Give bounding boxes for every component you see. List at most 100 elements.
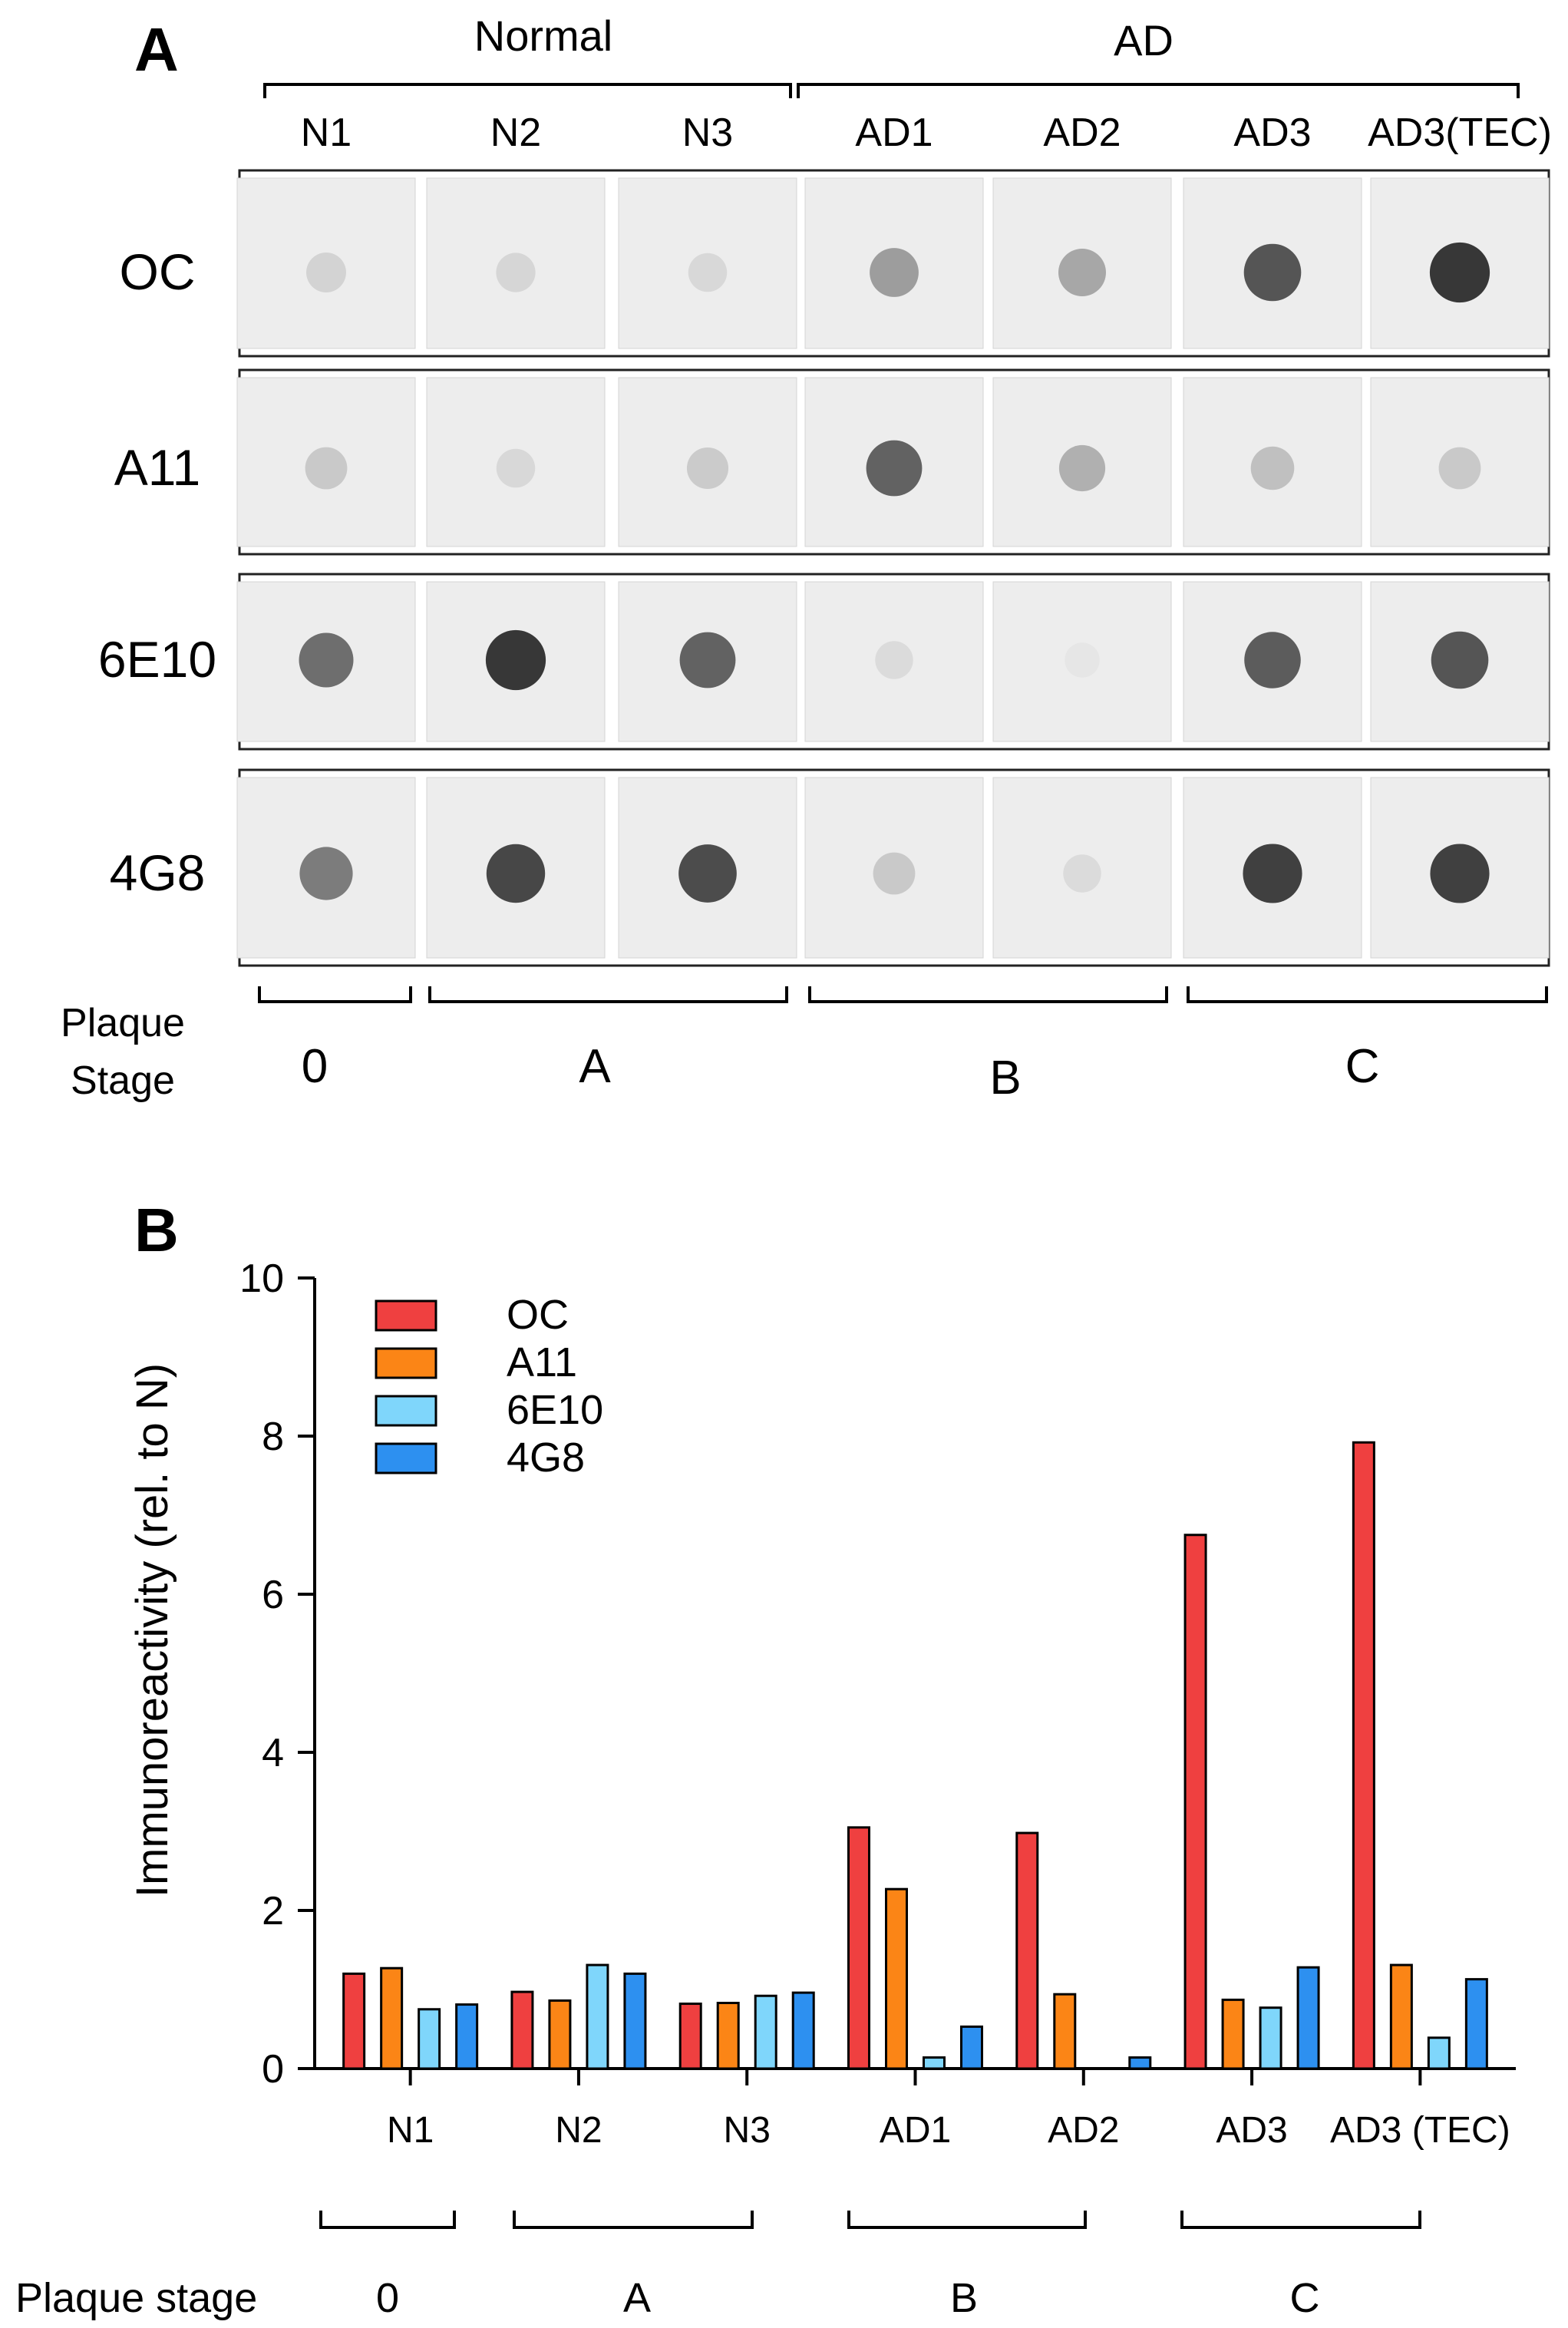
chart-axes: 0 2 4 6 8 10 [239,1256,1516,2092]
bar-a11-ad1 [885,1887,908,2070]
group-bracket-normal [263,83,792,98]
blot-dot-6e10-ad3-tec [1431,631,1489,689]
bar-a11-ad2 [1053,1993,1077,2070]
blot-dot-oc-n1 [306,253,346,292]
x-tick-label-ad3: AD3 [1216,2110,1287,2151]
bar-oc-ad3-tec [1352,1441,1375,2070]
bar-oc-ad2 [1015,1831,1039,2070]
antibody-labels: OC A11 6E10 4G8 [98,243,216,901]
blot-dot-a11-ad3 [1250,446,1295,490]
bar-a11-n1 [380,1966,404,2070]
x-tick-label-n3: N3 [724,2110,771,2151]
x-tick-label-ad1: AD1 [880,2110,951,2151]
y-tick-label-6: 6 [262,1573,284,1617]
legend-swatch-oc [375,1299,437,1332]
bar-4g8-n1 [455,2003,479,2070]
blot-dot-6e10-n2 [485,629,546,691]
y-axis-label: Immunoreactivity (rel. to N) [127,1363,177,1897]
bar-6e10-ad3 [1259,2006,1282,2070]
x-tick-label-ad2: AD2 [1048,2110,1119,2151]
stage-label-c: C [1345,1040,1380,1093]
blot-dot-6e10-ad1 [875,641,913,679]
y-tick-label-4: 4 [262,1731,284,1775]
blot-membrane-a11-n2 [426,377,606,547]
antibody-label-4g8: 4G8 [110,844,206,901]
blot-dot-a11-ad2 [1058,444,1106,492]
bar-6e10-ad3-tec [1427,2036,1451,2070]
sample-label-ad2: AD2 [1043,111,1121,155]
panel-a: A Normal AD N1 N2 N3 AD1 AD2 AD3 AD3(TEC) OC A1… [61,12,1552,1105]
stage-b-label-0: 0 [376,2275,399,2321]
blot-dot-6e10-n1 [299,632,354,688]
plaque-stage-brackets-b [319,2211,1421,2229]
blot-dot-oc-n2 [496,253,536,292]
blot-dot-a11-n1 [305,447,348,490]
x-tick-label-n1: N1 [387,2110,434,2151]
bar-4g8-ad1 [960,2025,983,2070]
blot-dot-6e10-n3 [679,632,736,688]
blot-dot-4g8-ad2 [1063,854,1101,893]
stage-b-label-a: A [623,2275,651,2321]
bar-4g8-ad3-tec [1464,1978,1488,2070]
blot-dot-4g8-n3 [678,844,737,903]
blot-row-oc [236,169,1550,358]
blot-dot-oc-ad3 [1243,243,1302,302]
bar-oc-n3 [678,2003,702,2070]
bar-6e10-n1 [418,2008,441,2070]
blot-membrane-oc-n1 [236,177,416,349]
antibody-label-a11: A11 [114,439,201,496]
panel-a-label: A [134,15,179,84]
blot-dot-a11-ad3-tec [1438,447,1481,490]
group-label-ad: AD [1114,16,1174,64]
blot-membrane-4g8-ad2 [992,777,1172,959]
blot-dot-oc-ad1 [870,248,919,297]
stage-b-label-b: B [950,2275,978,2321]
blot-dot-4g8-ad3-tec [1430,844,1490,903]
legend-label-6e10: 6E10 [507,1387,603,1433]
bar-a11-ad3-tec [1389,1963,1413,2070]
plaque-label-b: Plaque stage [15,2275,257,2321]
y-tick-label-2: 2 [262,1889,284,1933]
legend-swatch-4g8 [375,1442,437,1474]
blot-dot-4g8-ad3 [1243,844,1302,903]
stage-label-a: A [579,1040,611,1093]
blot-membrane-4g8-ad3-tec [1370,777,1550,959]
chart-bars [342,1441,1488,2070]
y-tick-label-8: 8 [262,1415,284,1459]
bar-6e10-n3 [754,1994,777,2070]
legend-label-oc: OC [507,1292,569,1338]
bar-4g8-ad2 [1128,2056,1152,2070]
stage-label-b: B [989,1052,1021,1105]
blot-row-a11 [236,368,1550,556]
blot-dot-4g8-n2 [486,844,546,903]
blot-membrane-oc-n3 [618,177,797,349]
stage-b-label-c: C [1290,2275,1320,2321]
blot-dot-6e10-ad3 [1244,632,1301,688]
bar-oc-n1 [342,1972,366,2070]
antibody-label-oc: OC [120,243,196,300]
panel-b-label: B [134,1196,179,1264]
blot-row-4g8 [236,768,1550,967]
blot-membrane-6e10-ad2 [992,581,1172,742]
bar-a11-n2 [548,1999,572,2070]
sample-labels: N1 N2 N3 AD1 AD2 AD3 AD3(TEC) [301,111,1552,155]
blot-dot-a11-n2 [496,448,536,488]
blot-dot-oc-ad2 [1058,249,1106,296]
bar-4g8-n2 [623,1972,647,2070]
plaque-stage-brackets-a [258,986,1548,1003]
bar-4g8-ad3 [1296,1966,1320,2070]
y-tick-label-10: 10 [239,1256,284,1301]
legend-label-a11: A11 [507,1339,577,1385]
stage-label-0: 0 [302,1040,328,1093]
sample-label-ad3-tec: AD3(TEC) [1368,111,1552,155]
blot-dot-a11-n3 [686,447,729,490]
blot-dot-4g8-ad1 [873,852,916,895]
legend-swatch-a11 [375,1347,437,1379]
blot-membrane-a11-ad2 [992,377,1172,547]
antibody-label-6e10: 6E10 [98,631,216,688]
blot-rows [236,169,1550,967]
blot-dot-oc-n3 [688,253,728,292]
bar-6e10-ad1 [923,2056,946,2070]
y-tick-label-0: 0 [262,2047,284,2092]
